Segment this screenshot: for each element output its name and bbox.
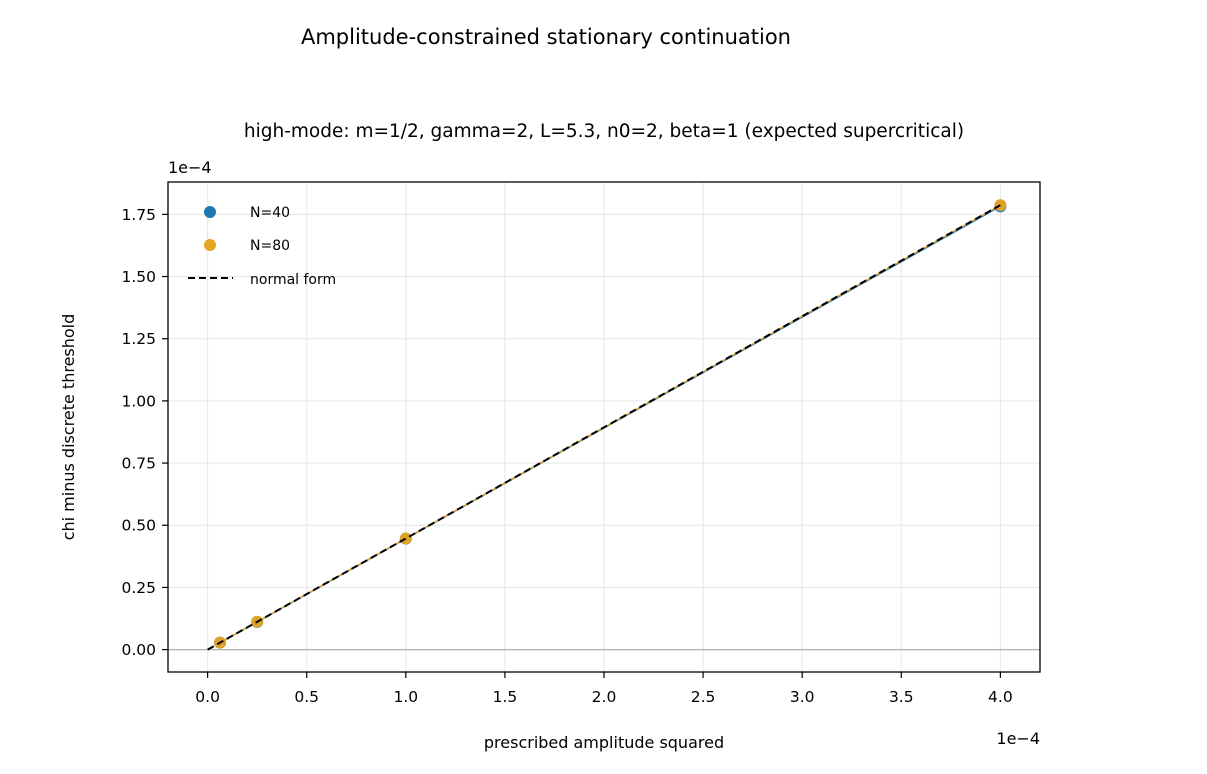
y-axis-ticks: 0.00 0.25 0.50 0.75 1.00 1.25 1.50 1.75 xyxy=(121,206,168,659)
legend-marker-n80 xyxy=(204,239,216,251)
x-tick-label: 1.0 xyxy=(393,688,418,706)
y-tick-label: 1.00 xyxy=(121,392,156,410)
x-tick-label: 0.5 xyxy=(294,688,319,706)
x-tick-label: 2.0 xyxy=(592,688,617,706)
legend-label-n80: N=80 xyxy=(250,238,290,254)
x-tick-label: 4.0 xyxy=(988,688,1013,706)
legend-label-normal-form: normal form xyxy=(250,272,336,288)
x-tick-label: 0.0 xyxy=(195,688,220,706)
x-axis-ticks: 0.0 0.5 1.0 1.5 2.0 2.5 3.0 3.5 4.0 xyxy=(195,672,1013,706)
legend-marker-n40 xyxy=(204,206,216,218)
y-tick-label: 0.00 xyxy=(121,641,156,659)
y-offset-label: 1e−4 xyxy=(168,158,212,177)
x-offset-label: 1e−4 xyxy=(996,729,1040,748)
x-tick-label: 3.0 xyxy=(790,688,815,706)
x-axis-label: prescribed amplitude squared xyxy=(484,733,724,752)
chart-title: high-mode: m=1/2, gamma=2, L=5.3, n0=2, … xyxy=(244,121,964,142)
y-tick-label: 1.75 xyxy=(121,206,156,224)
y-tick-label: 1.25 xyxy=(121,330,156,348)
x-tick-label: 2.5 xyxy=(691,688,716,706)
chart-suptitle: Amplitude-constrained stationary continu… xyxy=(301,25,791,49)
plot-points xyxy=(207,199,1007,651)
y-tick-label: 0.50 xyxy=(121,517,156,535)
data-point-N=80 xyxy=(399,532,412,545)
x-tick-label: 1.5 xyxy=(493,688,518,706)
normal-form-line xyxy=(207,204,1001,651)
y-axis-label: chi minus discrete threshold xyxy=(59,314,78,541)
y-tick-label: 1.50 xyxy=(121,268,156,286)
x-tick-label: 3.5 xyxy=(889,688,914,706)
legend: N=40 N=80 normal form xyxy=(188,205,336,288)
legend-label-n40: N=40 xyxy=(250,205,290,221)
y-tick-label: 0.25 xyxy=(121,579,156,597)
y-tick-label: 0.75 xyxy=(121,455,156,473)
